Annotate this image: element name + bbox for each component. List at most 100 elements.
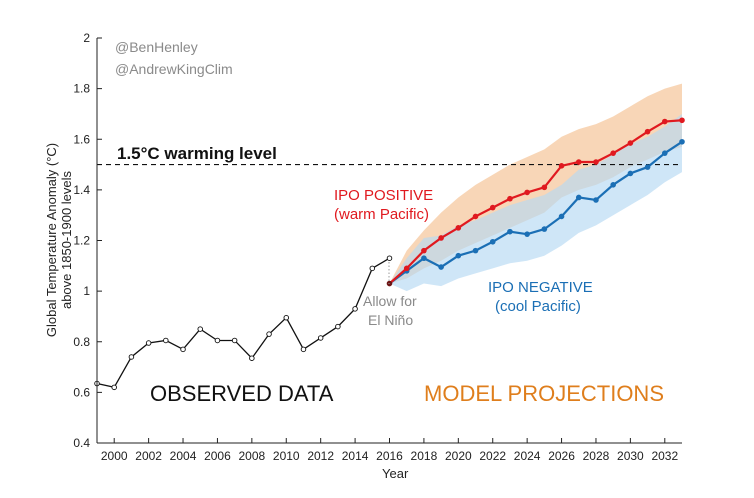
y-tick-label: 0.8 xyxy=(73,335,90,349)
ipo-negative-point xyxy=(679,138,685,145)
x-tick-label: 2024 xyxy=(514,449,541,463)
ipo-positive-point xyxy=(593,159,599,165)
observed-point xyxy=(352,306,358,312)
ipo-positive-point xyxy=(403,265,410,272)
nino-note-line2: El Niño xyxy=(368,312,413,328)
observed-point xyxy=(163,337,169,344)
ipo-negative-point xyxy=(541,226,548,232)
y-axis-title-line2: above 1850-1900 levels xyxy=(59,170,74,309)
model-projections-label: MODEL PROJECTIONS xyxy=(424,381,664,406)
y-tick-label: 1.2 xyxy=(73,234,90,248)
ipo-negative-band xyxy=(389,113,682,292)
ipo-positive-point xyxy=(472,213,479,220)
ipo-negative-point xyxy=(593,197,599,203)
x-tick-label: 2000 xyxy=(101,449,128,463)
ipo-negative-point xyxy=(421,255,427,262)
x-tick-label: 2032 xyxy=(651,449,678,463)
ipo-negative-label: IPO NEGATIVE xyxy=(488,279,593,296)
x-tick-label: 2018 xyxy=(411,449,438,463)
observed-point xyxy=(197,326,203,332)
ipo-negative-point xyxy=(661,150,668,156)
observed-point xyxy=(128,354,135,360)
x-tick-label: 2020 xyxy=(445,449,472,463)
ipo-positive-label: IPO POSITIVE xyxy=(334,187,433,204)
ipo-positive-point xyxy=(661,118,668,125)
ipo-negative-point xyxy=(507,228,513,235)
x-tick-label: 2006 xyxy=(204,449,231,463)
ipo-positive-point xyxy=(558,163,565,169)
x-tick-label: 2012 xyxy=(307,449,334,463)
observed-point xyxy=(214,337,221,344)
y-tick-label: 2 xyxy=(83,31,90,45)
ipo-positive-point xyxy=(438,235,444,241)
y-tick-label: 1.8 xyxy=(73,82,90,96)
observed-point xyxy=(317,335,324,341)
ipo-negative-point xyxy=(438,264,444,270)
ipo-positive-point xyxy=(610,150,616,156)
axes xyxy=(96,37,682,444)
ipo-negative-point xyxy=(455,252,462,259)
ipo-positive-point xyxy=(627,140,634,146)
ipo-negative-line xyxy=(388,140,683,285)
ipo-negative-point xyxy=(558,213,565,220)
x-tick-label: 2014 xyxy=(342,449,369,463)
y-tick-label: 1 xyxy=(83,284,90,298)
x-tick-label: 2002 xyxy=(135,449,162,463)
ipo-positive-point xyxy=(679,117,685,124)
y-tick-label: 0.4 xyxy=(73,436,90,450)
observed-point xyxy=(266,331,272,337)
credit-king: @AndrewKingClim xyxy=(115,61,233,77)
reference-line-label: 1.5°C warming level xyxy=(117,144,277,163)
observed-point xyxy=(369,265,376,272)
observed-point xyxy=(386,255,393,261)
observed-point xyxy=(145,340,152,346)
ipo-negative-point xyxy=(627,170,634,177)
observed-point xyxy=(300,346,307,353)
ipo-negative-point xyxy=(644,164,651,170)
y-tick-label: 1.6 xyxy=(73,132,90,146)
tick-labels: 0.4 0.6 0.8 1 1.2 1.4 1.6 1.8 2 2000 2002 2004 2006 2… xyxy=(73,31,678,463)
observed-point xyxy=(249,355,255,361)
ipo-positive-sublabel: (warm Pacific) xyxy=(334,206,429,223)
x-tick-label: 2030 xyxy=(617,449,644,463)
x-tick-label: 2004 xyxy=(170,449,197,463)
ipo-negative-point xyxy=(524,231,530,237)
y-tick-label: 1.4 xyxy=(73,183,90,197)
x-tick-label: 2010 xyxy=(273,449,300,463)
ipo-positive-line xyxy=(388,119,683,285)
reference-line-group: 1.5°C warming level xyxy=(97,144,682,166)
ipo-positive-point xyxy=(455,225,462,231)
series-lines xyxy=(94,117,685,391)
nino-note-line1: Allow for xyxy=(363,293,417,309)
ipo-positive-point xyxy=(507,195,513,202)
ipo-positive-point xyxy=(524,189,530,196)
observed-point xyxy=(335,323,341,330)
ipo-negative-point xyxy=(472,247,479,254)
observed-point xyxy=(180,346,186,353)
x-tick-label: 2022 xyxy=(479,449,506,463)
ipo-negative-point xyxy=(610,182,616,188)
ipo-positive-point xyxy=(541,184,548,191)
observed-point xyxy=(111,384,117,391)
x-axis-title: Year xyxy=(382,466,409,481)
ipo-negative-sublabel: (cool Pacific) xyxy=(495,298,581,315)
x-tick-label: 2016 xyxy=(376,449,403,463)
x-tick-label: 2008 xyxy=(239,449,266,463)
ipo-positive-point xyxy=(644,128,651,135)
credit-henley: @BenHenley xyxy=(115,39,198,55)
ipo-positive-point xyxy=(575,159,582,165)
observed-point xyxy=(283,314,290,321)
x-tick-label: 2028 xyxy=(583,449,610,463)
ipo-positive-point xyxy=(489,204,496,211)
y-tick-label: 0.6 xyxy=(73,385,90,399)
projection-bands xyxy=(389,83,682,292)
ipo-negative-point xyxy=(575,194,582,201)
y-axis-title-line1: Global Temperature Anomaly (°C) xyxy=(44,143,59,337)
observed-point xyxy=(231,337,238,344)
ipo-positive-point xyxy=(421,247,427,254)
ipo-negative-point xyxy=(489,238,496,245)
observed-data-label: OBSERVED DATA xyxy=(150,381,334,406)
observed-line xyxy=(96,257,390,389)
x-tick-label: 2026 xyxy=(548,449,575,463)
